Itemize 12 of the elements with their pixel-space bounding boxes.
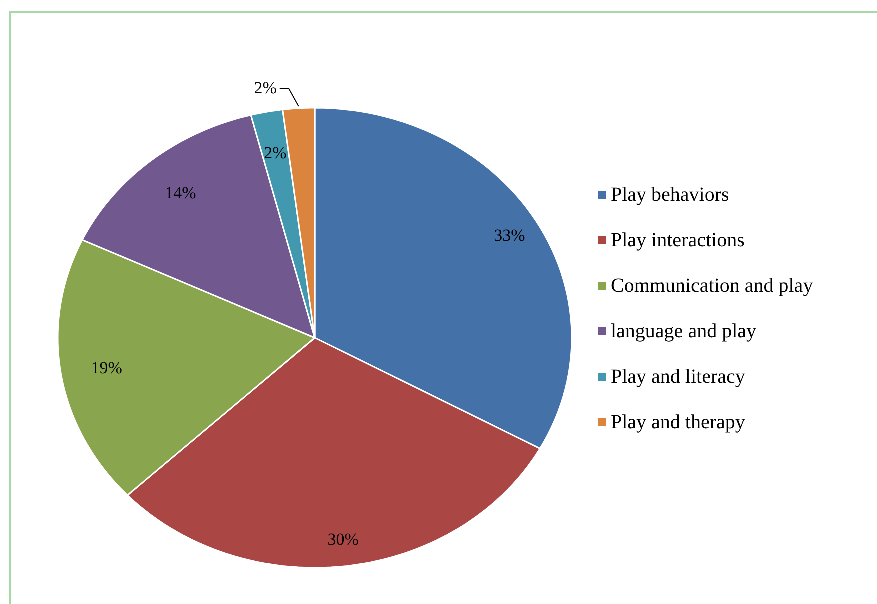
data-label: 30% [328,530,359,549]
legend-label: Communication and play [611,275,814,297]
data-label: 33% [494,226,526,245]
data-label: 19% [91,358,122,378]
data-label: 2% [254,78,277,98]
legend-label: Play and literacy [611,366,746,388]
legend-label: Play interactions [611,230,746,252]
legend-label: Play and therapy [611,412,746,434]
legend-label: Play behaviors [611,184,730,206]
data-label: 14% [165,184,196,203]
data-label: 2% [264,144,287,163]
legend-label: language and play [611,320,756,342]
